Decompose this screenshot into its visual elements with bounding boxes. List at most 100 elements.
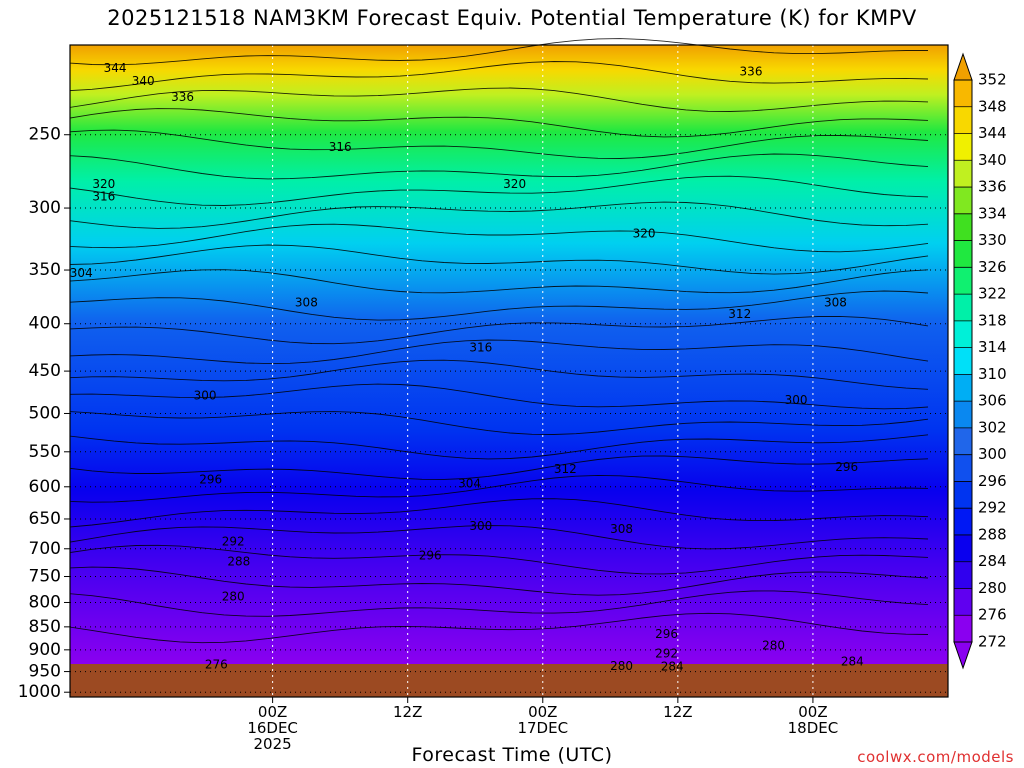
contour-line <box>69 455 929 480</box>
y-tick-label: 1000 <box>18 682 61 702</box>
y-tick-label: 850 <box>29 617 61 637</box>
y-tick-label: 700 <box>29 539 61 559</box>
colorbar-label: 300 <box>978 445 1007 463</box>
axes: 250 300 350 400 450 500 550 600 650 700 750 800 850 9… <box>18 44 949 753</box>
contour-line <box>69 175 929 206</box>
contour-label: 308 <box>824 296 847 310</box>
field-background <box>70 45 948 664</box>
colorbar-band <box>954 454 972 482</box>
colorbar-band <box>954 320 972 348</box>
contour-label: 288 <box>227 554 250 568</box>
contour-label: 336 <box>171 90 194 104</box>
contour-label: 320 <box>92 177 115 191</box>
colorbar-band <box>954 106 972 134</box>
contour-label: 304 <box>458 477 481 491</box>
contour-label: 296 <box>419 549 442 563</box>
y-tick-label: 600 <box>29 477 61 497</box>
colorbar-band <box>954 401 972 428</box>
contour-label: 296 <box>655 627 678 641</box>
colorbar-band <box>954 347 972 375</box>
colorbar: 272 276 280 284 288 292 296 300 302 306 310 314 318 3… <box>953 52 1007 670</box>
x-tick-label: 18DEC <box>788 719 839 737</box>
colorbar-label: 292 <box>978 499 1007 517</box>
contour-line <box>69 434 929 460</box>
contour-line <box>69 359 929 390</box>
colorbar-label: 352 <box>978 71 1007 89</box>
colorbar-top-arrow <box>953 52 973 81</box>
x-tick-label: 00Z <box>798 703 827 721</box>
colorbar-band <box>954 374 972 402</box>
colorbar-label: 336 <box>978 178 1007 196</box>
contour-label: 296 <box>835 460 858 474</box>
contour-label: 304 <box>70 266 93 280</box>
source-credit[interactable]: coolwx.com/models <box>857 748 1014 766</box>
colorbar-band <box>954 561 972 589</box>
y-tick-label: 500 <box>29 403 61 423</box>
y-tick-label: 650 <box>29 509 61 529</box>
contour-label: 316 <box>329 140 352 154</box>
colorbar-label: 288 <box>978 525 1007 543</box>
chart-title: 2025121518 NAM3KM Forecast Equiv. Potent… <box>107 6 917 30</box>
contour-label: 344 <box>104 61 127 75</box>
y-tick-label: 250 <box>29 125 61 145</box>
contour-line <box>69 201 929 229</box>
plot-area <box>69 38 948 697</box>
colorbar-label: 318 <box>978 311 1007 329</box>
contour-line <box>69 153 929 180</box>
colorbar-bottom-arrow <box>953 641 973 670</box>
x-axis-title: Forecast Time (UTC) <box>411 744 613 766</box>
colorbar-band <box>954 427 972 455</box>
x-tick-label: 00Z <box>258 703 287 721</box>
contour-label: 312 <box>728 307 751 321</box>
contour-label: 316 <box>92 190 115 204</box>
colorbar-label: 314 <box>978 338 1007 356</box>
x-tick-label: 17DEC <box>517 719 568 737</box>
contour-label: 300 <box>785 393 808 407</box>
contour-label: 320 <box>633 227 656 241</box>
contour-line <box>69 290 929 321</box>
colorbar-band <box>954 588 972 616</box>
contour-line <box>69 87 929 112</box>
colorbar-label: 280 <box>978 579 1007 597</box>
contour-label: 284 <box>841 655 864 669</box>
colorbar-label: 322 <box>978 285 1007 303</box>
y-tick-label: 750 <box>29 567 61 587</box>
contour-label: 292 <box>655 646 678 660</box>
grid-lines <box>70 45 948 697</box>
contour-line <box>69 38 928 66</box>
colorbar-label: 302 <box>978 418 1007 436</box>
colorbar-label: 296 <box>978 472 1007 490</box>
colorbar-band <box>954 481 972 509</box>
contour-line <box>69 590 929 617</box>
contour-line <box>69 339 929 365</box>
colorbar-band <box>954 160 972 188</box>
contour-line <box>69 315 929 345</box>
colorbar-label: 310 <box>978 365 1007 383</box>
y-tick-label: 350 <box>29 260 61 280</box>
colorbar-band <box>954 615 972 642</box>
y-tick-label: 900 <box>29 640 61 660</box>
contour-label: 320 <box>503 177 526 191</box>
contour-line <box>69 411 929 435</box>
contour-label: 280 <box>610 659 633 673</box>
y-tick-label: 300 <box>29 198 61 218</box>
x-tick-label: 12Z <box>663 703 692 721</box>
colorbar-band <box>954 294 972 321</box>
colorbar-band <box>954 80 972 107</box>
contour-label: 340 <box>132 74 155 88</box>
contour-label: 276 <box>205 658 228 672</box>
contour-labels: 3443403363363163203163203203043083163123… <box>70 61 864 673</box>
contour-label: 284 <box>661 659 684 673</box>
contour-line <box>69 244 929 275</box>
x-tick-label: 2025 <box>254 735 292 753</box>
colorbar-label: 306 <box>978 392 1007 410</box>
colorbar-label: 330 <box>978 231 1007 249</box>
contour-label: 300 <box>194 389 217 403</box>
ground-surface <box>70 664 948 697</box>
contour-label: 312 <box>554 462 577 476</box>
contour-line <box>69 498 929 528</box>
contour-line <box>69 525 929 550</box>
contour-line <box>69 383 929 410</box>
colorbar-band <box>954 213 972 241</box>
